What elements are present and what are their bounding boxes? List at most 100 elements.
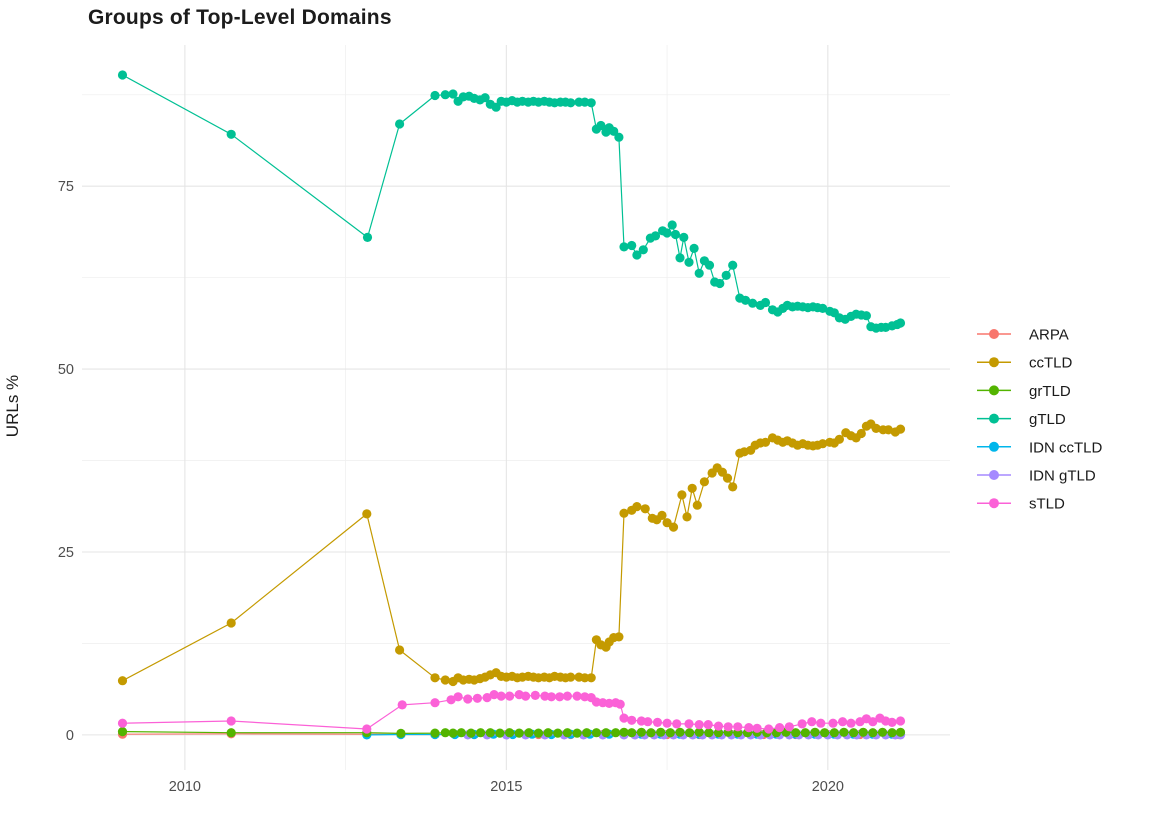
data-point-cctld [430,673,440,683]
data-point-gtld [675,253,685,263]
data-point-grtld [877,727,888,737]
data-point-gtld [614,132,624,142]
data-point-gtld [694,268,704,278]
y-tick-label: 0 [66,728,74,744]
data-point-grtld [456,728,466,738]
data-point-grtld [829,728,839,738]
data-point-stld [672,719,682,729]
data-point-gtld [728,260,738,270]
data-point-grtld [582,728,592,738]
data-point-stld [615,699,625,709]
data-point-stld [784,722,794,732]
data-point-stld [703,720,713,730]
data-point-stld [627,715,637,725]
data-point-cctld [692,500,702,510]
data-point-gtld [638,245,648,255]
data-point-gtld [818,303,828,313]
data-point-cctld [619,508,629,518]
data-point-grtld [839,727,849,737]
x-tick-label: 2020 [812,779,844,795]
data-point-cctld [722,473,733,483]
data-point-grtld [466,728,476,738]
data-point-stld [643,717,653,727]
data-point-gtld [440,90,450,100]
data-point-grtld [440,728,450,738]
legend-label-grtld: grTLD [1029,383,1071,400]
data-point-stld [807,717,817,727]
data-point-gtld [619,242,629,252]
data-point-stld [489,690,499,700]
data-point-cctld [586,673,596,683]
data-point-stld [446,695,456,705]
data-point-grtld [562,728,573,738]
data-point-gtld [362,232,373,242]
data-point-gtld [566,98,576,108]
data-point-stld [226,716,236,726]
data-point-cctld [668,522,679,532]
legend-label-stld: sTLD [1029,496,1065,513]
data-point-stld [797,719,807,729]
data-point-gtld [609,126,619,136]
data-point-grtld [619,727,629,737]
data-point-grtld [572,728,582,738]
data-point-stld [846,718,856,728]
data-point-gtld [226,129,236,139]
data-point-stld [828,718,838,728]
data-point-cctld [632,502,642,512]
data-point-cctld [883,425,893,435]
legend-item-grtld: grTLD [977,383,1071,400]
data-point-grtld [485,728,495,738]
data-point-stld [562,691,573,701]
data-point-stld [887,717,897,728]
legend-key-dot-idn-cctld [989,441,999,452]
data-point-gtld [430,90,440,101]
data-point-cctld [362,509,372,519]
legend-item-gtld: gTLD [977,411,1066,428]
data-point-gtld [480,93,490,103]
legend-key-dot-idn-gtld [989,470,999,480]
data-point-stld [775,723,785,733]
data-point-grtld [820,728,830,738]
data-point-gtld [760,297,771,308]
data-point-grtld [868,728,878,738]
data-point-cctld [640,504,650,514]
data-point-cctld [856,428,866,439]
data-point-grtld [611,728,621,738]
series-line-gtld [122,74,901,329]
data-point-stld [117,718,128,728]
legend-label-gtld: gTLD [1029,411,1066,428]
data-point-stld [555,692,565,702]
data-point-grtld [694,727,704,737]
data-point-stld [472,693,482,703]
data-point-gtld [650,231,661,241]
data-point-grtld [675,727,685,737]
data-point-stld [505,691,515,701]
data-point-stld [546,692,557,702]
data-point-cctld [657,510,667,520]
data-point-grtld [627,728,637,738]
data-point-gtld [704,260,715,270]
data-point-cctld [699,477,710,487]
data-point-gtld [662,228,672,238]
data-point-gtld [448,89,458,99]
data-point-stld [694,720,704,730]
legend-label-cctld: ccTLD [1029,355,1073,372]
data-point-gtld [596,120,606,131]
data-point-stld [723,722,733,732]
data-point-stld [744,723,754,733]
data-point-grtld [810,727,820,737]
data-point-gtld [632,250,642,260]
data-point-cctld [677,490,687,500]
y-axis-title: URLs % [3,374,22,438]
data-point-stld [530,690,540,701]
data-point-cctld [687,483,697,493]
data-point-gtld [721,270,731,280]
series-line-cctld [122,423,901,683]
data-point-grtld [656,727,666,737]
data-point-grtld [849,728,859,738]
legend-key-dot-arpa [989,329,999,339]
data-point-stld [764,724,774,734]
data-point-cctld [395,645,405,655]
data-point-gtld [895,318,906,328]
